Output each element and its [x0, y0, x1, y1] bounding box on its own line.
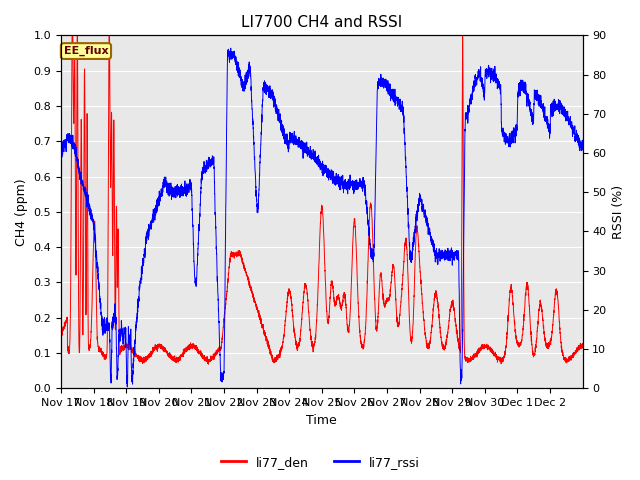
Title: LI7700 CH4 and RSSI: LI7700 CH4 and RSSI [241, 15, 403, 30]
Text: EE_flux: EE_flux [63, 46, 108, 56]
Y-axis label: RSSI (%): RSSI (%) [612, 185, 625, 239]
X-axis label: Time: Time [307, 414, 337, 427]
Y-axis label: CH4 (ppm): CH4 (ppm) [15, 178, 28, 246]
Legend: li77_den, li77_rssi: li77_den, li77_rssi [216, 451, 424, 474]
